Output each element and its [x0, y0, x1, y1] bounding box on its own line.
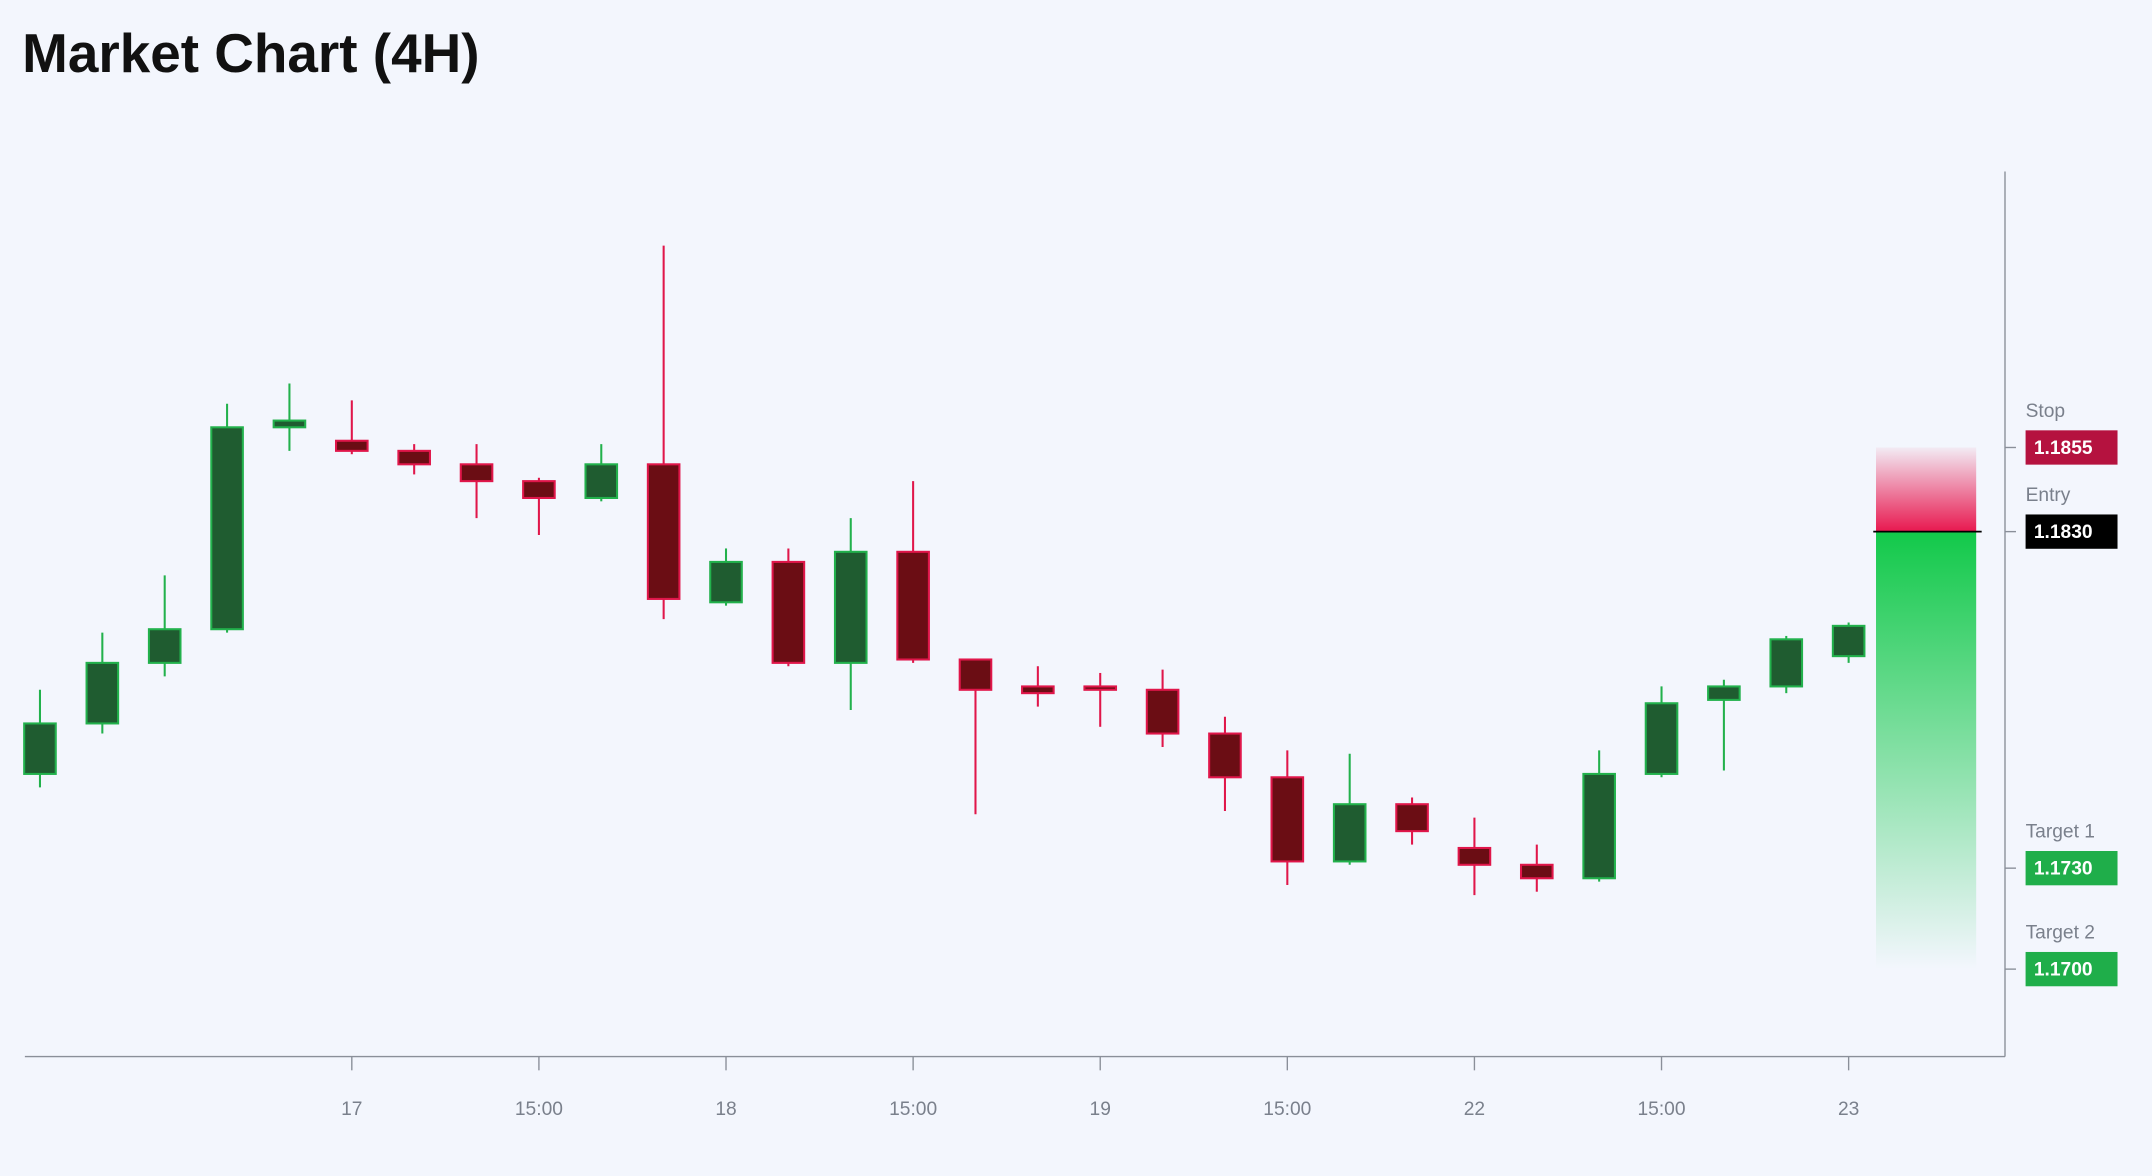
x-tick-label: 18	[715, 1099, 736, 1120]
level-box	[2025, 851, 2118, 886]
candle-body	[272, 419, 307, 429]
x-tick-label: 22	[1464, 1099, 1485, 1120]
candle-body	[1831, 624, 1866, 658]
candle-body	[1083, 685, 1118, 691]
candle-body	[147, 628, 182, 664]
level-box	[2025, 430, 2118, 465]
level-label: 1.1855	[2034, 438, 2093, 459]
candle-body	[1270, 776, 1305, 863]
candle-body	[1519, 863, 1554, 880]
candle-body	[958, 658, 993, 691]
candle-body	[1395, 803, 1429, 833]
candle-body	[1332, 803, 1367, 863]
chart-title: Market Chart (4H)	[22, 22, 479, 84]
candle-body	[1208, 732, 1242, 779]
x-tick-label: 17	[341, 1099, 362, 1120]
level-label: 1.1830	[2034, 522, 2093, 543]
candle-body	[210, 426, 244, 631]
candle-body	[771, 560, 806, 664]
x-tick-label: 15:00	[515, 1099, 563, 1120]
level-box	[2025, 951, 2118, 987]
candle-body	[1644, 702, 1679, 775]
candle-body	[334, 439, 369, 452]
candle-body	[85, 661, 120, 725]
candle-body	[522, 480, 556, 499]
level-name: Target 2	[2026, 923, 2095, 944]
candle-body	[709, 560, 743, 604]
candle-body	[397, 449, 431, 466]
candle-body	[1707, 685, 1741, 701]
candle-body	[1582, 772, 1616, 880]
level-name: Entry	[2026, 485, 2071, 506]
candle-body	[23, 722, 57, 775]
candle-body	[646, 463, 681, 600]
candle-body	[1457, 846, 1492, 866]
candle-body	[1145, 688, 1180, 735]
candle-body	[833, 550, 868, 664]
level-name: Stop	[2026, 401, 2066, 422]
level-label: 1.1700	[2034, 960, 2093, 981]
x-tick-label: 23	[1838, 1099, 1859, 1120]
level-box	[2025, 514, 2118, 549]
target-zone	[1876, 531, 1977, 970]
x-tick-label: 15:00	[1263, 1099, 1311, 1120]
candle-body	[459, 463, 494, 483]
x-tick-label: 15:00	[889, 1099, 937, 1120]
x-tick-label: 19	[1090, 1099, 1111, 1120]
stop-zone	[1876, 447, 1977, 532]
candle-body	[1769, 638, 1804, 688]
candle-body	[896, 550, 930, 661]
x-tick-label: 15:00	[1637, 1099, 1685, 1120]
candle-body	[1021, 685, 1055, 695]
candle-body	[584, 463, 619, 499]
level-label: 1.1730	[2034, 859, 2093, 880]
level-name: Target 1	[2026, 822, 2095, 843]
